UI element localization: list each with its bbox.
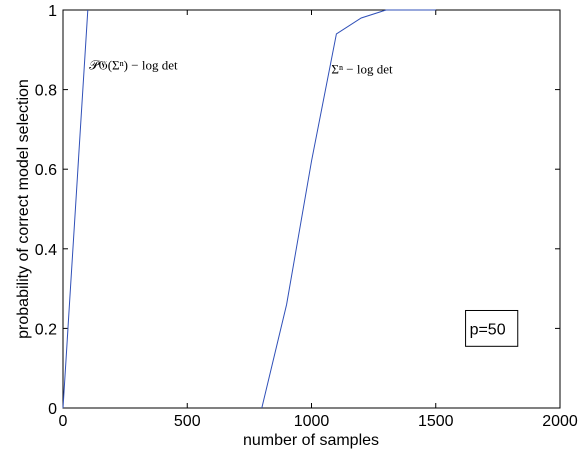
- series-annotation-sigma-logdet: Σⁿ − log det: [331, 62, 393, 77]
- y-tick-label: 0.6: [35, 162, 57, 179]
- y-tick-label: 1: [48, 3, 57, 20]
- p-textbox: p=50: [465, 309, 519, 347]
- p-textbox-frame: [465, 309, 519, 347]
- series-line-0: [62, 9, 89, 409]
- x-tick-label: 0: [59, 413, 68, 430]
- y-tick-label: 0.4: [35, 242, 57, 259]
- x-axis-label: number of samples: [243, 432, 379, 449]
- series-annotation-pg-logdet: 𝒫𝔊(Σⁿ) − log det: [89, 58, 178, 73]
- x-tick-label: 1000: [294, 413, 330, 430]
- y-axis-label: probability of correct model selection: [15, 79, 32, 339]
- x-tick-label: 500: [174, 413, 201, 430]
- p-textbox-label: p=50: [470, 321, 506, 338]
- x-tick-label: 2000: [542, 413, 578, 430]
- x-tick-label: 1500: [418, 413, 454, 430]
- series-line-1: [261, 9, 436, 409]
- y-tick-label: 0: [48, 401, 57, 418]
- y-tick-label: 0.2: [35, 321, 57, 338]
- y-tick-label: 0.8: [35, 83, 57, 100]
- series-annotations: 𝒫𝔊(Σⁿ) − log det Σⁿ − log det: [89, 58, 393, 77]
- series-lines: [62, 9, 436, 409]
- tick-labels: 0 500 1000 1500 2000 0 0.2 0.4 0.6 0.8 1: [35, 3, 578, 430]
